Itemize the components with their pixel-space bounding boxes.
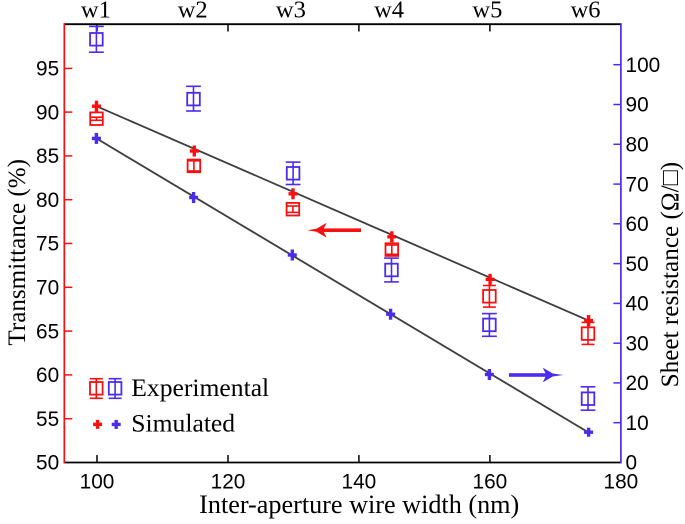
svg-text:60: 60 xyxy=(626,213,649,236)
svg-text:160: 160 xyxy=(473,471,508,494)
svg-text:40: 40 xyxy=(626,293,649,316)
svg-text:70: 70 xyxy=(36,277,59,300)
svg-text:90: 90 xyxy=(36,101,59,124)
svg-text:w1: w1 xyxy=(81,0,111,24)
svg-text:w2: w2 xyxy=(178,0,208,24)
svg-text:Experimental: Experimental xyxy=(131,373,269,402)
svg-text:50: 50 xyxy=(36,452,59,475)
svg-text:w3: w3 xyxy=(276,0,306,24)
svg-text:80: 80 xyxy=(36,189,59,212)
svg-text:Simulated: Simulated xyxy=(131,409,235,438)
svg-text:30: 30 xyxy=(626,332,649,355)
svg-text:65: 65 xyxy=(36,320,59,343)
svg-text:Sheet resistance (Ω/□): Sheet resistance (Ω/□) xyxy=(657,162,684,388)
svg-text:50: 50 xyxy=(626,253,649,276)
svg-text:140: 140 xyxy=(342,471,377,494)
svg-text:10: 10 xyxy=(626,412,649,435)
svg-text:w5: w5 xyxy=(472,0,502,24)
svg-text:85: 85 xyxy=(36,145,59,168)
svg-text:100: 100 xyxy=(626,54,661,77)
svg-text:70: 70 xyxy=(626,173,649,196)
svg-text:55: 55 xyxy=(36,408,59,431)
svg-text:20: 20 xyxy=(626,372,649,395)
svg-text:0: 0 xyxy=(626,452,638,475)
svg-text:Inter-aperture wire width (nm): Inter-aperture wire width (nm) xyxy=(199,490,519,519)
svg-text:w4: w4 xyxy=(374,0,404,24)
svg-text:Transmittance (%): Transmittance (%) xyxy=(4,159,31,346)
svg-text:60: 60 xyxy=(36,364,59,387)
svg-text:120: 120 xyxy=(211,471,246,494)
svg-text:75: 75 xyxy=(36,233,59,256)
svg-text:80: 80 xyxy=(626,134,649,157)
svg-text:95: 95 xyxy=(36,58,59,81)
svg-text:90: 90 xyxy=(626,94,649,117)
svg-text:180: 180 xyxy=(604,471,639,494)
svg-text:100: 100 xyxy=(80,471,115,494)
svg-text:w6: w6 xyxy=(571,0,601,24)
